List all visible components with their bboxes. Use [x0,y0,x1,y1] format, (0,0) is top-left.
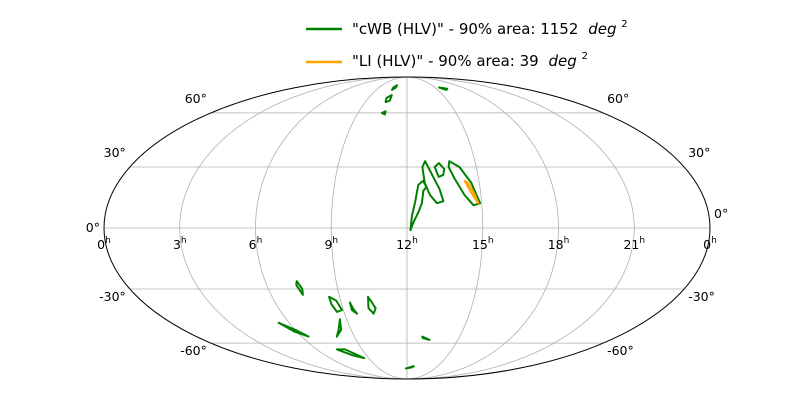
grid-lines [104,76,710,380]
ra-tick-suffix: h [332,236,338,246]
cwb-contour [367,295,377,315]
legend-label-li-text: "LI (HLV)" - 90% area: 39 [352,52,539,70]
cwb-contour [328,295,343,313]
ra-tick-label: 0h [703,236,717,252]
cwb-contour [277,321,310,338]
cwb-contour [348,301,359,315]
ra-tick-suffix: h [488,236,494,246]
ra-tick-suffix: h [412,236,418,246]
cwb-contour [380,110,387,116]
dec-tick-label-left: 30° [104,145,126,160]
ra-tick-suffix: h [711,236,717,246]
ra-tick-label: 6h [249,236,263,252]
cwb-contour [447,160,482,207]
dec-tick-labels: 60° 60° 30° 30° 0° 0° -30° -30° -60° -60° [86,91,728,358]
legend-label-cwb-unit: deg [588,20,616,38]
cwb-contour [421,335,431,341]
meridian-line [406,76,559,380]
ra-tick-suffix: h [181,236,187,246]
legend: "cWB (HLV)" - 90% area: 1152 deg 2 "LI (… [306,19,628,70]
ra-tick-suffix: h [257,236,263,246]
dec-tick-label-left: 60° [185,91,207,106]
ra-tick-labels: 0h 21h 18h 15h 12h 9h 6h 3h 0h [97,236,717,252]
cwb-contour [438,86,449,91]
ra-tick-suffix: h [639,236,645,246]
dec-tick-label-right: 30° [688,145,710,160]
legend-label-cwb: "cWB (HLV)" - 90% area: 1152 deg 2 [352,19,628,38]
ra-tick-suffix: h [564,236,570,246]
cwb-contour [295,280,304,296]
cwb-contour [391,84,399,91]
map-boundary [103,76,711,380]
ra-tick-label: 3h [173,236,187,252]
dec-tick-label-left: -30° [99,289,126,304]
ra-tick-label: 12h [396,236,418,252]
li-contour [463,179,480,205]
ra-tick-label: 18h [548,236,570,252]
dec-tick-label-left: -60° [180,343,207,358]
dec-tick-label-right: 0° [714,206,728,221]
cwb-contour [409,179,428,232]
ra-tick-label: 9h [324,236,338,252]
meridian-line [330,76,408,380]
meridian-line [255,76,408,380]
legend-label-li-power: 2 [582,51,588,62]
cwb-contour [433,162,446,178]
contours [277,84,482,370]
ra-tick-label: 15h [472,236,494,252]
dec-tick-label-right: 60° [607,91,629,106]
cwb-contour [335,318,343,338]
legend-label-li-unit: deg [549,52,577,70]
legend-label-cwb-power: 2 [621,19,627,30]
dec-tick-label-left: 0° [86,220,100,235]
cwb-contour [404,365,415,370]
ra-tick-label: 0h [97,236,111,252]
meridian-line [406,76,484,380]
ra-tick-label: 21h [623,236,645,252]
legend-label-cwb-text: "cWB (HLV)" - 90% area: 1152 [352,20,578,38]
dec-tick-label-right: -60° [607,343,634,358]
meridian-line [179,76,408,380]
dec-tick-label-right: -30° [688,289,715,304]
meridian-line [406,76,635,380]
legend-label-li: "LI (HLV)" - 90% area: 39 deg 2 [352,51,588,70]
cwb-contour [421,160,445,205]
cwb-contour [335,348,366,360]
cwb-contour [384,94,393,104]
ra-tick-suffix: h [105,236,111,246]
